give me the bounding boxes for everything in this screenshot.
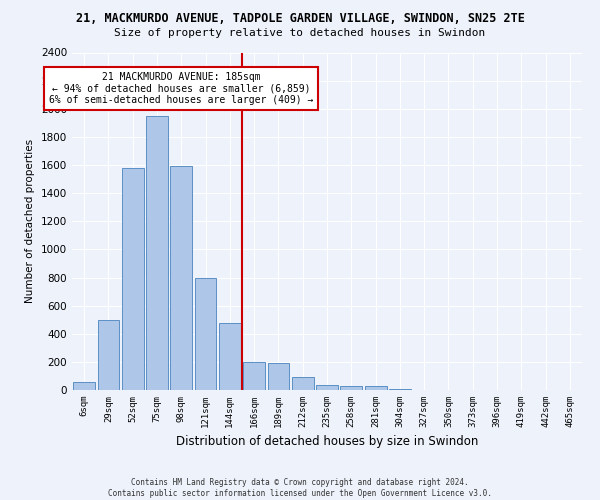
Bar <box>219 322 241 390</box>
Bar <box>268 362 289 390</box>
Bar <box>146 116 168 390</box>
Bar <box>243 362 265 390</box>
Bar <box>316 384 338 390</box>
Bar <box>340 386 362 390</box>
Y-axis label: Number of detached properties: Number of detached properties <box>25 139 35 304</box>
Bar <box>194 278 217 390</box>
Bar <box>97 320 119 390</box>
Text: Contains HM Land Registry data © Crown copyright and database right 2024.
Contai: Contains HM Land Registry data © Crown c… <box>108 478 492 498</box>
Bar <box>170 166 192 390</box>
Bar <box>73 382 95 390</box>
Text: Size of property relative to detached houses in Swindon: Size of property relative to detached ho… <box>115 28 485 38</box>
X-axis label: Distribution of detached houses by size in Swindon: Distribution of detached houses by size … <box>176 436 478 448</box>
Text: 21 MACKMURDO AVENUE: 185sqm
← 94% of detached houses are smaller (6,859)
6% of s: 21 MACKMURDO AVENUE: 185sqm ← 94% of det… <box>49 72 313 106</box>
Text: 21, MACKMURDO AVENUE, TADPOLE GARDEN VILLAGE, SWINDON, SN25 2TE: 21, MACKMURDO AVENUE, TADPOLE GARDEN VIL… <box>76 12 524 26</box>
Bar <box>365 386 386 390</box>
Bar <box>292 378 314 390</box>
Bar <box>122 168 143 390</box>
